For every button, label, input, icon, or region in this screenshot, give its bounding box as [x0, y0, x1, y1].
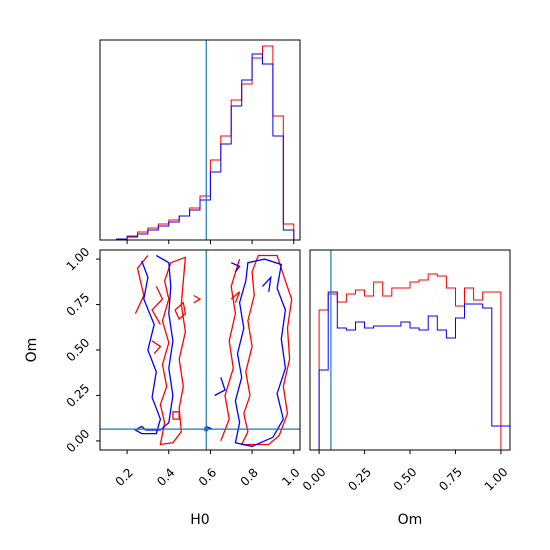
contour-line	[220, 258, 241, 442]
h0-histogram-panel	[99, 39, 301, 244]
contour-line	[174, 301, 187, 321]
h0-histogram-blue	[106, 53, 295, 240]
contour-line	[151, 286, 164, 325]
h0-histogram-frame	[99, 39, 301, 241]
x-axis-label-h0: H0	[190, 512, 209, 528]
contour-line	[172, 411, 180, 420]
x-tick-label-h0: 0.2	[113, 465, 136, 488]
contour-line	[234, 258, 287, 448]
x-tick-label-om: 0.75	[436, 465, 465, 494]
x-axis-label-om: Om	[398, 512, 423, 528]
h0-histogram-red	[106, 45, 295, 240]
x-tick-label-om: 0.50	[391, 465, 420, 494]
y-tick-label-om: 0.50	[64, 336, 93, 365]
x-tick-label-h0: 0.8	[238, 465, 261, 488]
contour-line	[230, 291, 241, 303]
y-tick-label-om: 0.75	[64, 290, 93, 319]
om-histogram-blue	[310, 291, 510, 450]
contour-line	[262, 275, 272, 292]
om-histogram-panel: 0.00 0.25 0.50 0.75 1.00	[300, 249, 511, 494]
om-histogram-red	[310, 273, 510, 450]
y-axis-label-om: Om	[24, 338, 40, 363]
contour-line	[151, 340, 162, 355]
contour-line	[159, 256, 187, 446]
x-tick-label-om: 0.25	[345, 465, 374, 494]
contour-line	[240, 254, 293, 446]
y-tick-label-om: 0.00	[64, 427, 93, 456]
y-tick-label-om: 0.25	[64, 381, 93, 410]
x-tick-label-om: 1.00	[482, 465, 511, 494]
x-tick-label-h0: 0.4	[154, 465, 177, 488]
contour-line	[214, 377, 226, 397]
contour-line	[134, 254, 174, 435]
om-histogram-frame	[309, 249, 511, 451]
x-tick-label-h0: 1.0	[279, 465, 302, 488]
contour-line	[230, 262, 241, 273]
x-tick-label-om: 0.00	[300, 465, 329, 494]
y-tick-label-om: 1.00	[64, 245, 93, 274]
x-tick-label-h0: 0.6	[196, 465, 219, 488]
truth-point	[203, 426, 209, 432]
contour-line	[193, 294, 202, 304]
h0-om-contour-panel: 0.2 0.4 0.6 0.8 1.0 0.00 0.25 0.50 0.75 1.00	[64, 245, 303, 489]
